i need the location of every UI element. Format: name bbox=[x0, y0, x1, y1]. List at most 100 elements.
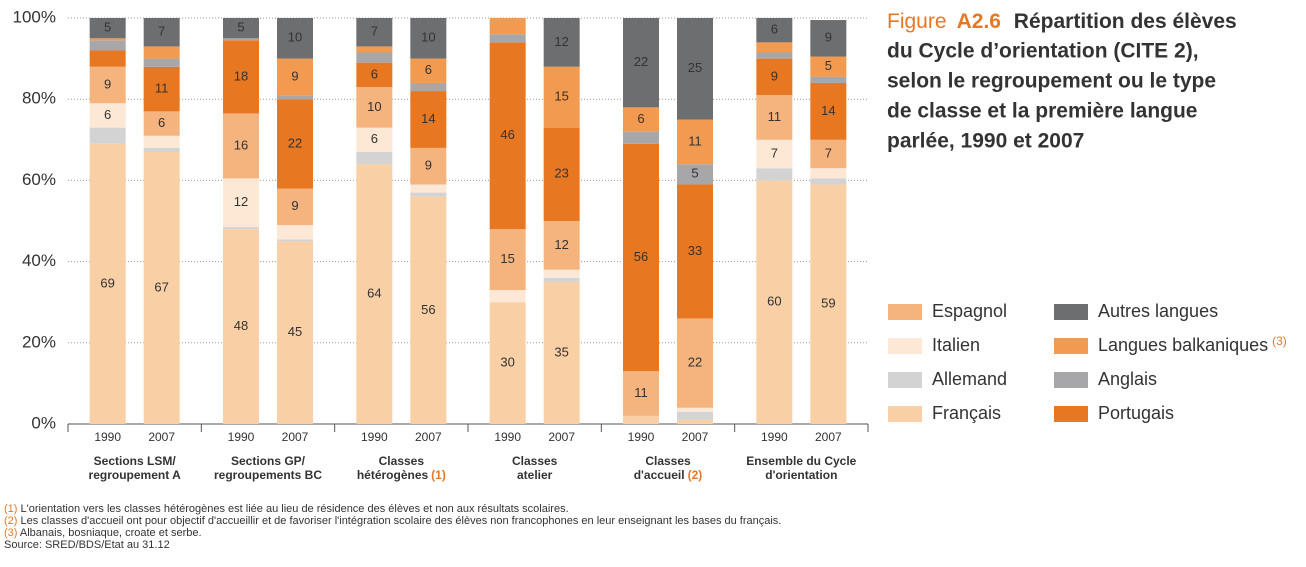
data-label: 10 bbox=[367, 99, 381, 114]
bar-segment bbox=[623, 371, 659, 416]
bar-segment bbox=[623, 143, 659, 372]
x-tick-label: 1990 bbox=[628, 430, 655, 444]
bar-segment bbox=[89, 66, 126, 104]
group-label-text: d'orientation bbox=[765, 468, 837, 482]
bar-segment bbox=[223, 40, 259, 114]
footnote-text: Les classes d'accueil ont pour objectif … bbox=[17, 515, 781, 527]
bar-segment bbox=[543, 127, 580, 221]
bar-segment bbox=[489, 18, 526, 35]
legend-note: (3) bbox=[1272, 334, 1287, 348]
chart-title-line: Figure A2.6 Répartition des élèves bbox=[887, 10, 1237, 33]
bar-segment bbox=[223, 227, 259, 230]
data-label: 5 bbox=[237, 20, 244, 35]
group-label-text: Classes bbox=[645, 454, 691, 468]
bar-segment bbox=[356, 151, 393, 165]
data-label: 7 bbox=[158, 24, 165, 39]
x-tick-label: 1990 bbox=[94, 430, 121, 444]
bar-segment bbox=[143, 151, 180, 425]
legend-label: Italien bbox=[932, 335, 980, 355]
data-label: 46 bbox=[500, 127, 514, 142]
footnote: (2) Les classes d'accueil ont pour objec… bbox=[4, 515, 781, 527]
data-label: 10 bbox=[288, 30, 302, 45]
data-label: 6 bbox=[425, 62, 432, 77]
legend-swatch bbox=[888, 372, 922, 388]
legend-label: Allemand bbox=[932, 369, 1007, 389]
bar-segment bbox=[89, 18, 126, 39]
group-label-text: regroupements BC bbox=[214, 468, 322, 482]
y-tick-label: 80% bbox=[22, 89, 56, 108]
data-label: 15 bbox=[554, 89, 568, 104]
chart-title-line: selon le regroupement ou le type bbox=[887, 70, 1216, 93]
bar-segment bbox=[543, 281, 580, 424]
bar-segment bbox=[89, 103, 126, 128]
bar-segment bbox=[89, 50, 126, 67]
bar-segment bbox=[543, 269, 580, 278]
x-tick-label: 2007 bbox=[148, 430, 175, 444]
data-label: 16 bbox=[234, 137, 248, 152]
bar-segment bbox=[89, 143, 126, 425]
footnote-text: Albanais, bosniaque, croate et serbe. bbox=[17, 527, 201, 539]
legend-swatch bbox=[1054, 304, 1088, 320]
bar-segment bbox=[810, 139, 847, 169]
bar-segment bbox=[143, 58, 180, 67]
bar-segment bbox=[277, 95, 313, 100]
bar-segment bbox=[356, 62, 393, 88]
bar-segment bbox=[223, 229, 259, 424]
x-tick-label: 1990 bbox=[228, 430, 255, 444]
legend-text: Autres langues bbox=[1098, 301, 1218, 321]
data-label: 22 bbox=[634, 54, 648, 69]
footnote-marker: (2) bbox=[4, 515, 17, 527]
legend-text: Langues balkaniques bbox=[1098, 335, 1268, 355]
footnote-text: L'orientation vers les classes hétérogèn… bbox=[17, 503, 568, 515]
group-label: Classes bbox=[512, 454, 558, 468]
legend-text: Espagnol bbox=[932, 301, 1007, 321]
bar-segment bbox=[143, 18, 180, 47]
legend-text: Italien bbox=[932, 335, 980, 355]
legend-text: Français bbox=[932, 403, 1001, 423]
footnote-marker: (3) bbox=[4, 527, 17, 539]
bar-segment bbox=[410, 192, 447, 197]
bar-segment bbox=[543, 221, 580, 270]
group-label: d'orientation bbox=[765, 468, 837, 482]
data-label: 6 bbox=[371, 66, 378, 81]
bar-segment bbox=[277, 188, 313, 226]
figure-label: Figure bbox=[887, 10, 947, 33]
bar-segment bbox=[543, 277, 580, 282]
data-label: 9 bbox=[771, 68, 778, 83]
group-label: Sections GP/ bbox=[231, 454, 306, 468]
data-label: 67 bbox=[154, 279, 168, 294]
bar-segment bbox=[356, 18, 393, 47]
bar-segment bbox=[756, 168, 793, 181]
data-label: 22 bbox=[288, 135, 302, 150]
data-label: 45 bbox=[288, 324, 302, 339]
bar-segment bbox=[810, 168, 847, 179]
data-label: 6 bbox=[158, 115, 165, 130]
bar-segment bbox=[756, 18, 793, 43]
bar-segment bbox=[756, 180, 793, 424]
data-label: 7 bbox=[371, 24, 378, 39]
bar-segment bbox=[410, 147, 447, 185]
bar-segment bbox=[223, 178, 259, 228]
bar-segment bbox=[89, 127, 126, 144]
data-label: 9 bbox=[291, 198, 298, 213]
x-tick-label: 1990 bbox=[761, 430, 788, 444]
y-tick-label: 100% bbox=[13, 7, 56, 26]
bar-segment bbox=[756, 58, 793, 96]
y-tick-label: 60% bbox=[22, 170, 56, 189]
x-tick-label: 1990 bbox=[361, 430, 388, 444]
bar-segment bbox=[143, 111, 180, 136]
y-tick-label: 40% bbox=[22, 251, 56, 270]
data-label: 12 bbox=[554, 34, 568, 49]
bar-segment bbox=[89, 40, 126, 51]
chart-title-line: du Cycle d’orientation (CITE 2), bbox=[887, 40, 1199, 63]
x-tick-label: 2007 bbox=[548, 430, 575, 444]
bar-segment bbox=[143, 147, 180, 152]
bar-segment bbox=[356, 52, 393, 63]
figure-number: A2.6 bbox=[957, 10, 1001, 33]
bar-segment bbox=[543, 66, 580, 128]
bar-segment bbox=[143, 135, 180, 148]
bar-segment bbox=[489, 34, 526, 43]
bar-segment bbox=[356, 46, 393, 53]
data-label: 6 bbox=[371, 131, 378, 146]
